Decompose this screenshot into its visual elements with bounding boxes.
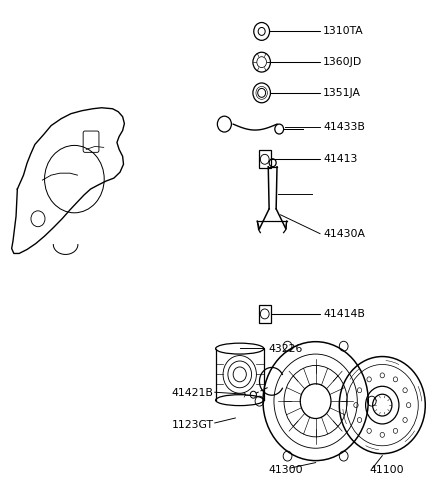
Text: 41100: 41100	[369, 465, 404, 475]
Text: 1123GT: 1123GT	[172, 420, 214, 430]
Text: 43226: 43226	[268, 343, 303, 353]
Bar	[259, 151, 271, 168]
Ellipse shape	[216, 343, 264, 354]
Bar	[259, 305, 271, 323]
Text: 1351JA: 1351JA	[323, 88, 361, 98]
Text: 41300: 41300	[268, 465, 303, 475]
Text: 1310TA: 1310TA	[323, 26, 364, 36]
Text: 41433B: 41433B	[323, 122, 365, 132]
Text: 41421B: 41421B	[172, 388, 214, 398]
Text: 1360JD: 1360JD	[323, 57, 362, 67]
Text: 41414B: 41414B	[323, 309, 365, 319]
Ellipse shape	[216, 395, 264, 406]
Text: 41430A: 41430A	[323, 229, 365, 239]
Text: 41413: 41413	[323, 154, 357, 165]
